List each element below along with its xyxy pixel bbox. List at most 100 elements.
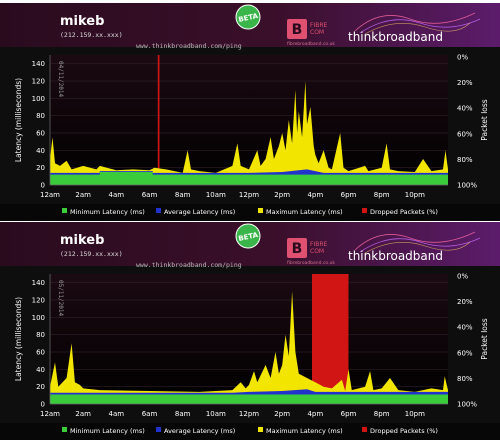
packet-loss-tick-label: 100% — [457, 401, 477, 409]
ip-address: (212.159.xx.xxx) — [60, 31, 123, 39]
y-tick-label: 20 — [36, 383, 45, 391]
y2-axis-title: Packet loss — [480, 99, 489, 141]
username: mikeb — [60, 14, 104, 29]
minimum-latency-area — [50, 394, 448, 404]
brand-name: thinkbroadband — [348, 30, 443, 44]
minimum-latency-area — [50, 172, 448, 185]
legend-swatch-dropped — [362, 208, 367, 213]
legend-swatch-avg — [156, 427, 161, 432]
ping-graph-panel: 0 20 40 60 80 100 120 140 0% 20% 40% 60% 80% 100% 12am… — [0, 222, 500, 440]
x-tick-label: 12pm — [239, 191, 259, 199]
x-tick-label: 10am — [206, 410, 226, 418]
packet-loss-tick-label: 100% — [457, 182, 477, 190]
y-tick-label: 80 — [36, 112, 45, 120]
legend-avg: Average Latency (ms) — [164, 427, 235, 435]
x-tick-label: 4am — [109, 410, 125, 418]
packet-loss-tick-label: 20% — [457, 79, 473, 87]
plot-background — [50, 274, 448, 404]
legend: Minimum Latency (ms) Average Latency (ms… — [62, 427, 438, 435]
x-tick-label: 6am — [142, 191, 158, 199]
ping-graph: 0 20 40 60 80 100 120 140 0% 20% 40% 60% 80% 100% 12am… — [0, 222, 500, 440]
y-axis-title: Latency (milliseconds) — [14, 78, 23, 162]
fibre-bottom: COM — [310, 248, 324, 255]
dropped-packets-span — [157, 55, 160, 185]
legend-swatch-avg — [156, 208, 161, 213]
y-tick-label: 60 — [36, 349, 45, 357]
legend-bar — [0, 204, 500, 221]
x-tick-label: 10pm — [405, 410, 425, 418]
packet-loss-tick-label: 80% — [457, 156, 473, 164]
packet-loss-tick-label: 0% — [457, 273, 468, 281]
fibre-logo: B FIBRE COM fibrebroadband.co.uk — [287, 19, 335, 47]
y-tick-label: 0 — [41, 182, 45, 190]
x-tick-label: 10am — [206, 191, 226, 199]
packet-loss-tick-label: 60% — [457, 130, 473, 138]
y-tick-label: 60 — [36, 130, 45, 138]
x-tick-label: 12pm — [239, 410, 259, 418]
x-tick-label: 2pm — [274, 191, 290, 199]
thinkbroadband-logo: thinkbroadband — [348, 231, 481, 263]
ping-graph-panel: 0 20 40 60 80 100 120 140 0% 20% 40% 60% 80% 100% 12am… — [0, 3, 500, 221]
y-axis-title: Latency (milliseconds) — [14, 297, 23, 381]
legend-max: Maximum Latency (ms) — [266, 427, 343, 435]
legend-bar — [0, 423, 500, 440]
legend: Minimum Latency (ms) Average Latency (ms… — [62, 208, 438, 216]
plot-background — [50, 55, 448, 185]
fibre-sub: fibrebroadband.co.uk — [287, 260, 335, 266]
x-tick-label: 8am — [175, 191, 191, 199]
x-tick-label: 6pm — [341, 410, 357, 418]
thinkbroadband-logo: thinkbroadband — [348, 12, 481, 44]
packet-loss-tick-label: 60% — [457, 349, 473, 357]
beta-badge: BETA — [235, 223, 261, 249]
date-label: 05/11/2014 — [57, 280, 64, 317]
x-tick-label: 2am — [75, 410, 91, 418]
x-tick-label: 4pm — [307, 191, 323, 199]
username: mikeb — [60, 233, 104, 248]
y-tick-label: 120 — [32, 78, 45, 86]
y-tick-label: 80 — [36, 331, 45, 339]
legend-swatch-max — [258, 208, 263, 213]
x-tick-label: 6am — [142, 410, 158, 418]
y-tick-label: 100 — [32, 95, 45, 103]
y2-axis-title: Packet loss — [480, 318, 489, 360]
y-tick-label: 20 — [36, 164, 45, 172]
x-tick-label: 2am — [75, 191, 91, 199]
ping-graph: 0 20 40 60 80 100 120 140 0% 20% 40% 60% 80% 100% 12am… — [0, 3, 500, 221]
legend-min: Minimum Latency (ms) — [70, 208, 145, 216]
packet-loss-tick-label: 40% — [457, 324, 473, 332]
svg-text:B: B — [292, 241, 303, 257]
y-tick-label: 40 — [36, 366, 45, 374]
x-tick-label: 4am — [109, 191, 125, 199]
x-tick-label: 8am — [175, 410, 191, 418]
date-label: 04/11/2014 — [57, 61, 64, 98]
beta-badge: BETA — [235, 4, 261, 30]
packet-loss-tick-label: 20% — [457, 298, 473, 306]
x-tick-label: 12am — [40, 410, 60, 418]
legend-avg: Average Latency (ms) — [164, 208, 235, 216]
legend-swatch-dropped — [362, 427, 367, 432]
ip-address: (212.159.xx.xxx) — [60, 250, 123, 258]
ping-url: www.thinkbroadband.com/ping — [136, 42, 242, 50]
brand-name: thinkbroadband — [348, 249, 443, 263]
maximum-latency-area — [50, 291, 448, 404]
y-tick-label: 0 — [41, 401, 45, 409]
legend-swatch-min — [62, 208, 67, 213]
legend-swatch-max — [258, 427, 263, 432]
x-tick-label: 8pm — [374, 410, 390, 418]
legend-max: Maximum Latency (ms) — [266, 208, 343, 216]
y-tick-label: 120 — [32, 297, 45, 305]
legend-dropped: Dropped Packets (%) — [370, 208, 438, 216]
y-tick-label: 140 — [32, 279, 45, 287]
legend-swatch-min — [62, 427, 67, 432]
x-tick-label: 4pm — [307, 410, 323, 418]
x-tick-label: 8pm — [374, 191, 390, 199]
x-tick-label: 2pm — [274, 410, 290, 418]
y-tick-label: 100 — [32, 314, 45, 322]
fibre-bottom: COM — [310, 29, 324, 36]
fibre-logo: B FIBRE COM fibrebroadband.co.uk — [287, 238, 335, 266]
ping-url: www.thinkbroadband.com/ping — [136, 261, 242, 269]
fibre-top: FIBRE — [310, 22, 328, 29]
svg-text:B: B — [292, 22, 303, 38]
y-tick-label: 40 — [36, 147, 45, 155]
legend-min: Minimum Latency (ms) — [70, 427, 145, 435]
